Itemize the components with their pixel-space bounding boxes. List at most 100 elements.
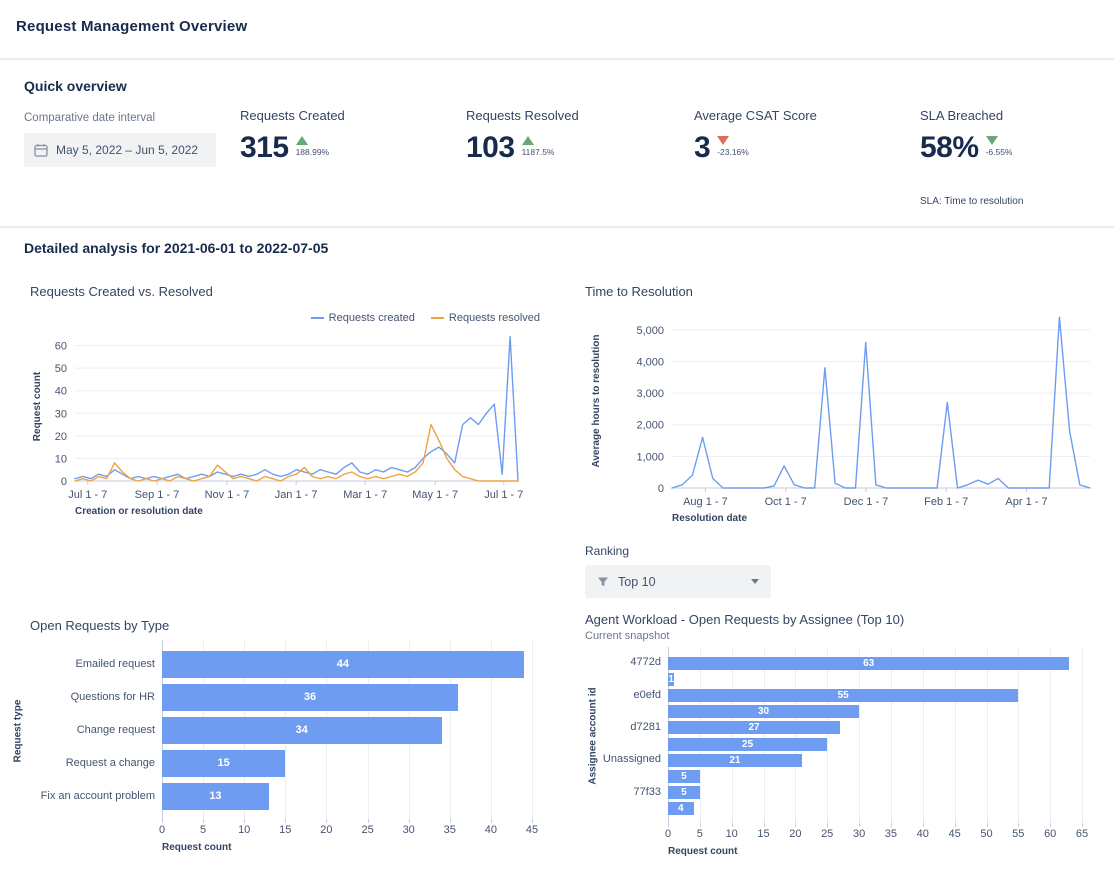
x-axis-label: Request count [162,842,232,853]
y-axis-label: Assignee account id [587,687,599,785]
x-tick-label: 10 [238,824,251,836]
series-line [74,335,519,482]
x-tick-label: 40 [484,824,498,836]
x-tick-label: Nov 1 - 7 [205,489,250,501]
tick-mark [162,819,163,823]
x-tick-label: 45 [525,824,539,836]
y-tick-label: 2,000 [636,420,664,432]
x-tick-label: 25 [821,828,834,840]
bar[interactable]: 4 [668,802,694,816]
tick-mark [922,823,924,827]
tick-mark [490,819,492,823]
requests-line-chart[interactable]: 0 10 20 30 40 50 60 Jul 1 - 7 Sep 1 - 7 Nov 1 - 7… [30,310,540,550]
tick-mark [763,823,765,827]
bar[interactable]: 5 [668,770,700,783]
y-tick-label: 20 [55,431,67,443]
x-tick-label: 20 [789,828,802,840]
y-tick-label: 60 [55,341,67,353]
tick-mark [827,823,829,827]
x-axis-label: Request count [668,846,738,857]
gridline [859,647,861,823]
x-tick-label: Oct 1 - 7 [765,496,807,508]
x-tick-label: 50 [980,828,993,840]
tick-mark [532,819,533,823]
metric-requests-created: Requests Created 315 188.99% [240,108,345,163]
gridline [795,647,797,823]
bar[interactable]: 34 [162,717,442,744]
gridline [490,640,492,819]
bar[interactable]: 1 [668,672,675,686]
y-tick-label: 50 [55,363,67,375]
legend-item[interactable]: Requests created [310,312,415,324]
y-tick-label: 0 [61,476,67,488]
sla-footnote: SLA: Time to resolution [920,196,1024,207]
bar[interactable]: 21 [668,753,802,767]
chart-time-to-resolution: Time to Resolution 0 1,000 2,000 3,000 4,000… [585,284,1100,564]
x-tick-label: Feb 1 - 7 [924,496,968,508]
metric-delta: 188.99% [295,147,330,157]
x-tick-label: May 1 - 7 [412,489,458,501]
bar[interactable]: 30 [668,705,860,719]
legend-swatch [310,317,324,319]
tick-mark [795,823,797,827]
x-tick-label: Dec 1 - 7 [844,496,889,508]
bar[interactable]: 63 [668,656,1070,670]
filter-icon [598,577,608,586]
bar[interactable]: 25 [668,737,828,751]
category-label: 77f33 [633,785,661,798]
bar[interactable]: 44 [162,651,524,678]
legend: Requests created Requests resolved [310,312,540,324]
category-label: Request a change [65,756,155,769]
gridline [1082,647,1083,823]
gridline [890,647,892,823]
category-label: Unassigned [602,753,661,766]
tick-mark [954,823,956,827]
tick-mark [367,819,369,823]
legend-item[interactable]: Requests resolved [430,312,540,324]
category-label: e0efd [633,688,661,701]
caret-down-icon [751,579,759,584]
x-tick-label: 0 [158,824,166,836]
bar[interactable]: 55 [668,689,1019,702]
tick-mark [203,819,205,823]
category-label: Fix an account problem [40,789,155,802]
trend-down-icon [717,136,730,145]
bar[interactable]: 27 [668,721,840,735]
metric-delta: 1187.5% [521,147,555,157]
x-tick-label: 25 [361,824,374,836]
y-tick-label: 0 [658,483,664,495]
x-tick-label: 35 [884,828,898,840]
x-tick-label: 40 [916,828,929,840]
x-tick-label: 10 [725,828,738,840]
tick-mark [285,819,287,823]
category-label: Change request [76,723,155,736]
resolution-line-chart[interactable]: 0 1,000 2,000 3,000 4,000 5,000 Aug 1 - 7 Oct 1… [585,306,1100,556]
tick-mark [449,819,451,823]
metric-delta: -23.16% [717,147,749,157]
category-label: Questions for HR [70,690,155,703]
bar[interactable]: 36 [162,684,458,711]
x-tick-label: Jan 1 - 7 [275,489,318,501]
metric-label: Requests Resolved [466,108,579,123]
bar[interactable]: 5 [668,786,700,800]
x-tick-label: 35 [443,824,456,836]
bar[interactable]: 13 [162,783,269,810]
bar[interactable]: 15 [162,750,286,777]
type-bar-chart[interactable]: 0 5 10 15 20 25 30 35 40 45 44 Emailed request 36 Que… [10,612,570,878]
tick-mark [1082,823,1083,827]
metric-delta: -6.55% [985,147,1013,157]
chart-requests-created-vs-resolved: Requests Created vs. Resolved Requests c… [30,284,540,564]
assignee-bar-chart[interactable]: 0 5 10 15 20 25 30 35 40 45 50 55 60 65 63 4772d 1 55 e0ef… [585,612,1110,878]
y-tick-label: 30 [55,408,67,420]
x-axis-label: Creation or resolution date [75,506,203,517]
x-tick-label: 45 [948,828,961,840]
y-tick-label: 4,000 [636,357,664,369]
trend-up-icon [521,136,534,145]
ranking-dropdown[interactable]: Top 10 [585,565,771,598]
metric-value: 315 [240,131,289,164]
category-label: d7281 [630,720,661,733]
category-label: Emailed request [75,657,156,670]
metric-value: 58% [920,131,979,164]
date-interval-picker[interactable]: May 5, 2022 – Jun 5, 2022 [24,133,216,167]
